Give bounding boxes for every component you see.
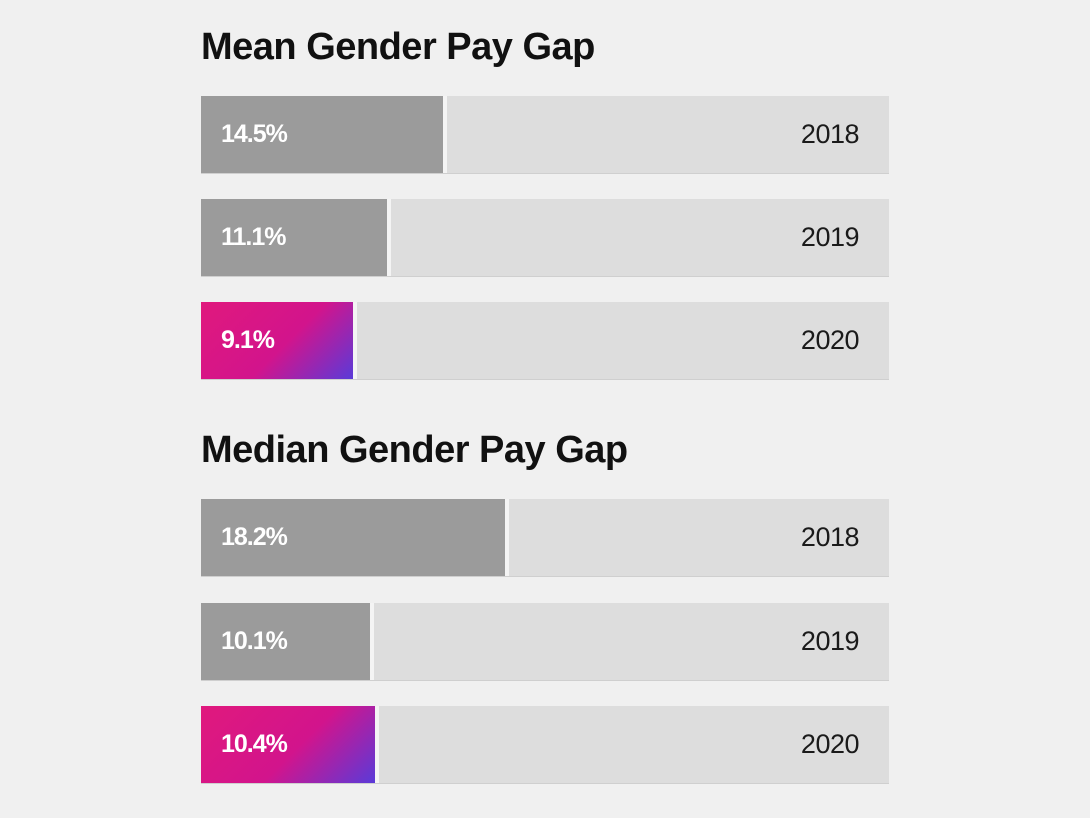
category-label: 2019 bbox=[800, 222, 860, 252]
bar-row-2018: 18.2% 2018 bbox=[201, 499, 889, 576]
chart-title: Median Gender Pay Gap bbox=[201, 429, 628, 471]
bar bbox=[201, 499, 510, 576]
bar bbox=[201, 199, 391, 276]
bar bbox=[201, 96, 448, 173]
bar-row-2019: 11.1% 2019 bbox=[201, 199, 889, 276]
category-label: 2020 bbox=[800, 729, 860, 759]
category-label: 2018 bbox=[800, 119, 860, 149]
bar-row-2020: 9.1% 2020 bbox=[201, 302, 889, 379]
data-label: 10.1% bbox=[221, 627, 288, 655]
chart-title: Mean Gender Pay Gap bbox=[201, 26, 595, 68]
data-label: 10.4% bbox=[221, 730, 288, 758]
category-label: 2019 bbox=[800, 626, 860, 656]
bar-row-2020: 10.4% 2020 bbox=[201, 706, 889, 783]
bar bbox=[201, 603, 374, 680]
bar bbox=[201, 302, 358, 379]
category-label: 2020 bbox=[800, 325, 860, 355]
category-label: 2018 bbox=[800, 522, 860, 552]
data-label: 18.2% bbox=[221, 523, 288, 551]
data-label: 11.1% bbox=[221, 223, 287, 251]
data-label: 14.5% bbox=[221, 120, 288, 148]
bar-row-2018: 14.5% 2018 bbox=[201, 96, 889, 173]
bar-row-2019: 10.1% 2019 bbox=[201, 603, 889, 680]
bar bbox=[201, 706, 379, 783]
data-label: 9.1% bbox=[221, 326, 275, 354]
